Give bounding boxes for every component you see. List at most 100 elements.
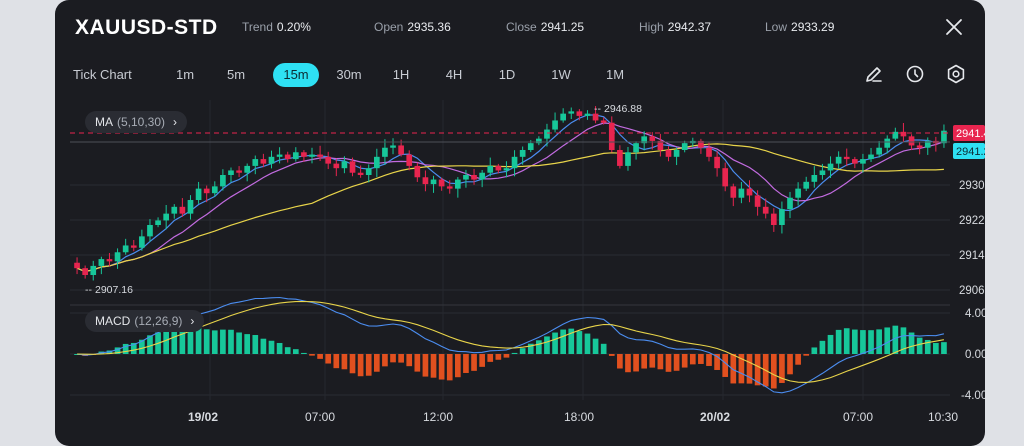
candle-up [527,143,534,150]
candle-up [114,252,121,262]
tick-chart-button[interactable]: Tick Chart [73,67,132,82]
candle-up [390,145,396,148]
tf-5m[interactable]: 5m [226,67,246,82]
macd-bar [260,338,267,354]
macd-bar [390,354,396,363]
candle-down [617,150,623,166]
candle-up [552,120,558,130]
draw-tool-button[interactable] [862,62,886,86]
candle-up [536,138,542,144]
macd-bar [325,354,332,364]
price-chart[interactable]: -- 2946.88 -- 2907.16 2930.00 2922.00 29… [55,0,985,446]
macd-bar [608,354,615,356]
macd-bar [827,334,834,354]
macd-bar [187,329,194,354]
tf-1mo[interactable]: 1M [605,67,625,82]
candle-up [560,113,566,121]
chevron-right-icon: › [190,314,195,328]
candle-up [211,186,218,194]
candle-down [649,136,656,141]
time-axis: 19/02 07:00 12:00 18:00 20/02 07:00 10:3… [188,410,958,424]
candle-down [495,165,502,171]
current-price-label: 2941.25 [956,146,985,158]
macd-bar [398,354,404,363]
candle-up [455,179,461,189]
tf-15m[interactable]: 15m [273,63,319,87]
candle-down [446,186,453,189]
macd-bar [301,352,307,354]
y-tick-2914: 2914.50 [959,250,985,262]
macd-bar [373,354,380,372]
macd-bar [884,327,891,354]
macd-bar [811,347,818,354]
annotation-low: -- 2907.16 [85,284,133,296]
bid-price-tag [953,125,985,141]
candle-down [698,140,704,148]
candle-down [714,156,720,169]
close-button[interactable] [943,16,965,38]
candle-up [487,165,494,173]
candle-up [568,111,575,114]
candle-down [422,177,429,185]
macd-bar [779,354,785,383]
macd-bar [876,329,882,354]
tf-1m[interactable]: 1m [175,67,195,82]
macd-bar [122,343,129,354]
macd-indicator-pill[interactable]: MACD (12,26,9) › [85,310,205,332]
macd-bar [584,333,591,354]
macd-bar [600,343,607,354]
high-value: 2942.37 [667,20,712,34]
candle-up [819,170,826,175]
macd-bar [673,354,680,371]
macd-bar [860,330,866,354]
timer-button[interactable] [903,62,927,86]
macd-bar [698,354,704,364]
macd-bar [292,349,299,354]
macd-bar [754,354,761,386]
macd-bar [795,354,801,365]
macd-bar [382,354,388,367]
open-stat: Open 2935.36 [374,20,451,34]
macd-bar [317,354,323,359]
candle-up [382,147,388,157]
ma-indicator-pill[interactable]: MA (5,10,30) › [85,111,188,133]
macd-bar [649,354,656,368]
tf-1d[interactable]: 1D [498,67,516,82]
low-mark-prefix: -- [85,284,92,296]
macd-bar [195,327,202,354]
candle-down [706,147,712,157]
macd-bar [527,343,534,354]
macd-bar [722,354,729,377]
candle-up [147,225,153,237]
macd-bar [446,354,453,381]
candle-up [503,168,510,171]
ma-params: (5,10,30) [117,115,166,129]
settings-button[interactable] [944,62,968,86]
macd-bar [803,354,810,356]
candle-down [406,154,413,166]
candle-down [746,188,753,196]
macd-bar [617,354,623,369]
candle-up [252,159,259,166]
candle-up [228,170,234,175]
macd-bar [519,348,526,354]
macd-bar [730,354,737,384]
macd-bar [479,354,485,367]
y-tick-2906: 2906.50 [959,285,985,297]
macd-bar [503,354,510,358]
candle-up [139,236,145,248]
candle-down [236,170,242,173]
tf-4h[interactable]: 4H [445,67,463,82]
annotation-high: -- 2946.88 [594,103,642,115]
macd-bar [868,330,874,354]
y-tick-2930: 2930.00 [959,180,985,192]
macd-bar [179,330,186,354]
tf-1w[interactable]: 1W [551,67,571,82]
macd-bar [139,339,145,354]
trend-stat: Trend 0.20% [242,20,311,34]
tf-30m[interactable]: 30m [336,67,362,82]
candle-up [519,150,526,157]
macd-bar [592,338,599,354]
tf-1h[interactable]: 1H [392,67,410,82]
macd-bar [689,354,696,365]
